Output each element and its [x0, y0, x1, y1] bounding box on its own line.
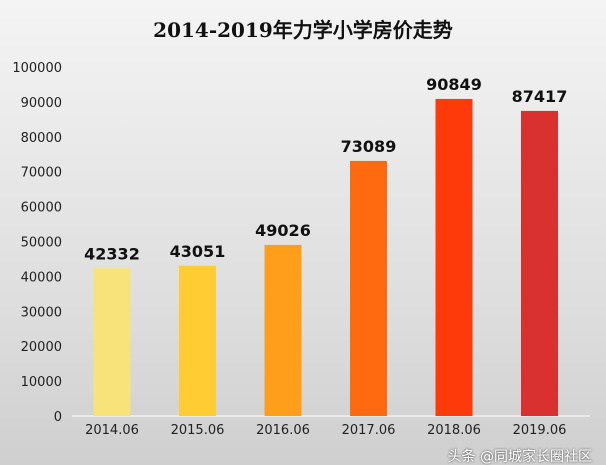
- x-tick-label: 2016.06: [256, 423, 310, 438]
- x-tick-label: 2015.06: [171, 423, 225, 438]
- data-label: 42332: [84, 244, 140, 263]
- data-label: 90849: [426, 75, 482, 94]
- bar: [521, 110, 558, 416]
- x-tick-label: 2019.06: [513, 423, 567, 438]
- y-tick-label: 70000: [21, 166, 62, 181]
- bar: [264, 244, 302, 416]
- bar: [435, 98, 473, 417]
- data-label: 87417: [512, 87, 568, 106]
- y-tick-label: 80000: [21, 131, 62, 146]
- y-tick-label: 60000: [21, 201, 62, 216]
- data-label: 43051: [170, 242, 226, 261]
- x-tick-label: 2018.06: [427, 423, 481, 438]
- credit-text: 头条 @同城家长圈社区: [447, 449, 592, 465]
- y-tick-label: 30000: [21, 305, 62, 320]
- chart-title: 2014-2019年力学小学房价走势: [153, 18, 453, 42]
- bar: [93, 268, 131, 416]
- x-tick-label: 2017.06: [342, 423, 396, 438]
- data-label: 73089: [341, 137, 397, 156]
- y-tick-label: 20000: [21, 340, 62, 355]
- data-label: 49026: [255, 221, 311, 240]
- y-tick-label: 10000: [21, 375, 62, 390]
- y-tick-label: 100000: [12, 61, 62, 76]
- bar: [350, 160, 387, 416]
- y-tick-label: 50000: [21, 236, 62, 251]
- y-tick-label: 0: [54, 410, 62, 425]
- bar: [179, 265, 216, 416]
- y-tick-label: 90000: [21, 96, 62, 111]
- x-tick-label: 2014.06: [85, 423, 139, 438]
- y-tick-label: 40000: [21, 270, 62, 285]
